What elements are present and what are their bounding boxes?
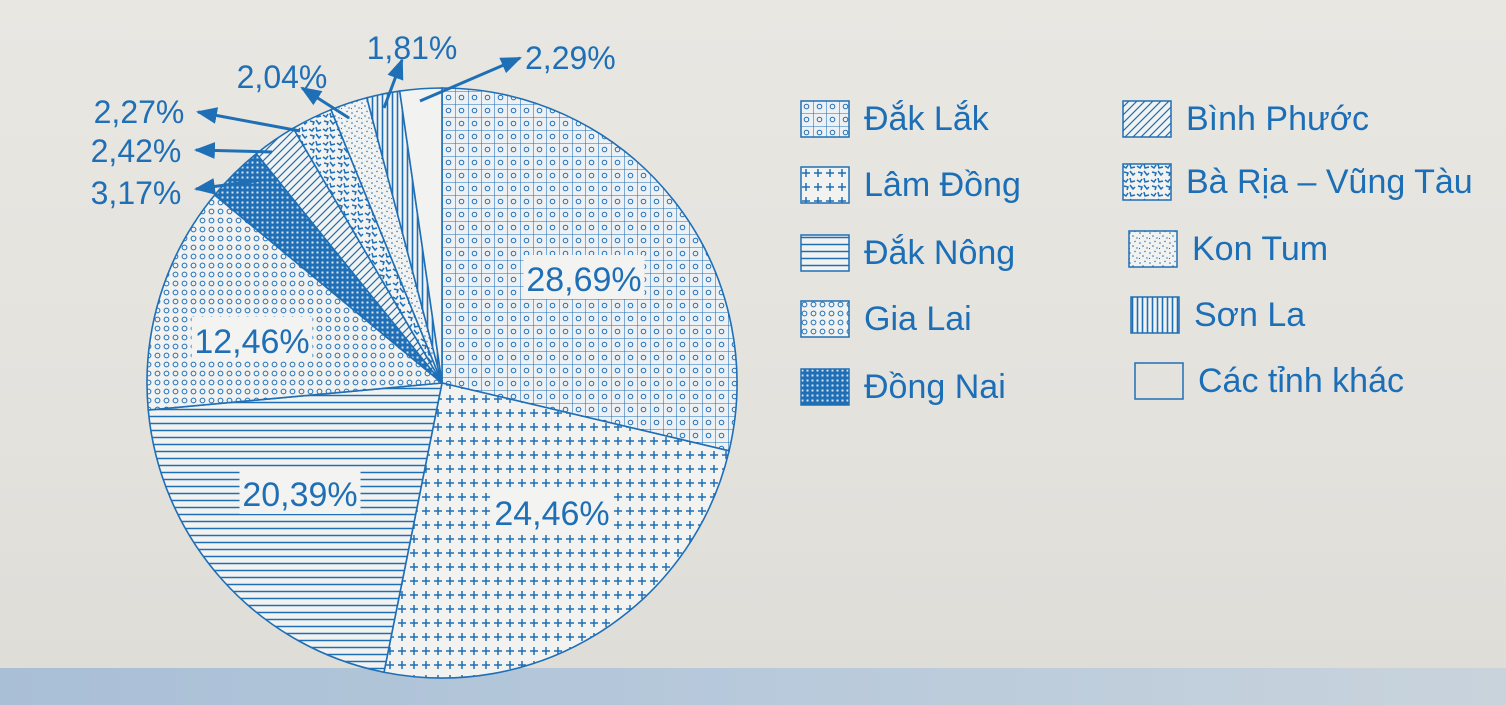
legend-label-dak-lak: Đắk Lắk	[864, 100, 989, 138]
data-label-ba-ria-vung-tau: 2,27%	[94, 94, 185, 130]
legend-label-dong-nai: Đồng Nai	[864, 368, 1006, 406]
kon-tum-swatch	[1128, 230, 1178, 268]
legend-item-son-la: Sơn La	[1130, 296, 1305, 334]
legend-item-kon-tum: Kon Tum	[1128, 230, 1328, 268]
data-label-bg-gia-lai	[191, 317, 313, 361]
data-label-dong-nai: 3,17%	[91, 175, 182, 211]
legend-label-dak-nong: Đắk Nông	[864, 234, 1016, 272]
dak-nong-swatch	[800, 234, 850, 272]
data-label-dak-lak: 28,69%	[526, 261, 641, 299]
legend-item-lam-dong: Lâm Đồng	[800, 166, 1021, 204]
legend-label-ba-ria-vung-tau: Bà Rịa – Vũng Tàu	[1186, 163, 1473, 201]
gia-lai-swatch	[800, 300, 850, 338]
leader-arrow-cac-tinh-khac	[419, 56, 522, 103]
leader-arrow-kon-tum	[300, 86, 350, 120]
data-label-lam-dong: 24,46%	[494, 495, 609, 533]
bottom-edge-strip	[0, 668, 1506, 705]
dong-nai-swatch	[800, 368, 850, 406]
legend-item-dong-nai: Đồng Nai	[800, 368, 1006, 406]
dak-lak-swatch	[800, 100, 850, 138]
legend-item-dak-nong: Đắk Nông	[800, 234, 1015, 272]
lam-dong-swatch	[800, 166, 850, 204]
data-label-dak-nong: 20,39%	[242, 476, 357, 514]
legend-label-kon-tum: Kon Tum	[1192, 230, 1329, 268]
data-label-son-la: 1,81%	[367, 30, 458, 66]
leader-arrow-dong-nai	[193, 178, 263, 195]
legend-label-binh-phuoc: Bình Phước	[1186, 100, 1370, 138]
pie-slice-cac-tinh-khac	[398, 87, 443, 384]
legend-label-cac-tinh-khac: Các tỉnh khác	[1198, 362, 1404, 400]
pie-slice-dak-nong	[147, 382, 443, 674]
data-label-cac-tinh-khac: 2,29%	[525, 40, 616, 76]
leader-arrow-son-la	[382, 58, 404, 109]
data-label-bg-dak-nong	[239, 470, 361, 514]
binh-phuoc-swatch	[1122, 100, 1172, 138]
data-label-binh-phuoc: 2,42%	[91, 133, 182, 169]
data-label-gia-lai: 12,46%	[194, 323, 309, 361]
legend-item-dak-lak: Đắk Lắk	[800, 100, 989, 138]
legend-item-binh-phuoc: Bình Phước	[1122, 100, 1369, 138]
legend-label-son-la: Sơn La	[1194, 296, 1306, 334]
ba-ria-vung-tau-swatch	[1122, 163, 1172, 201]
legend-item-ba-ria-vung-tau: Bà Rịa – Vũng Tàu	[1122, 163, 1473, 201]
son-la-swatch	[1130, 296, 1180, 334]
legend-label-lam-dong: Lâm Đồng	[864, 166, 1021, 204]
legend-item-cac-tinh-khac: Các tỉnh khác	[1134, 362, 1404, 400]
cac-tinh-khac-swatch	[1134, 362, 1184, 400]
leader-arrow-binh-phuoc	[193, 142, 273, 159]
data-label-bg-dak-lak	[523, 255, 645, 299]
legend-item-gia-lai: Gia Lai	[800, 300, 972, 338]
legend-label-gia-lai: Gia Lai	[864, 300, 972, 338]
data-label-kon-tum: 2,04%	[237, 59, 328, 95]
leader-arrow-ba-ria-vung-tau	[195, 107, 301, 133]
data-label-bg-lam-dong	[491, 489, 613, 533]
